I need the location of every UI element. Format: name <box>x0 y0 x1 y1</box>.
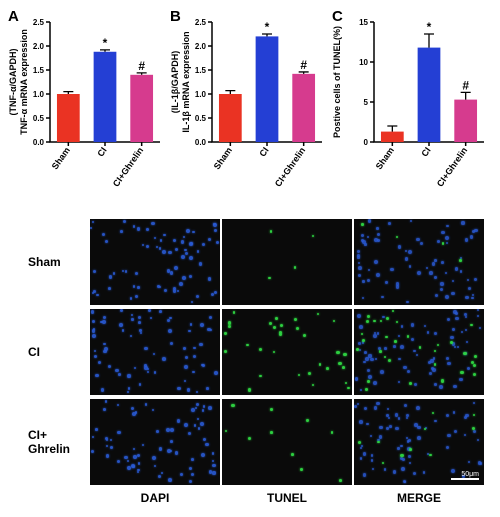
svg-text:#: # <box>300 58 307 72</box>
svg-text:Sham: Sham <box>212 145 234 171</box>
chart-tnfa: A 0.00.51.01.52.02.5TNF-α mRNA expressio… <box>8 8 166 208</box>
micro-tunel <box>222 399 352 485</box>
svg-text:*: * <box>103 36 108 50</box>
svg-text:CI+Ghrelin: CI+Ghrelin <box>435 145 469 188</box>
svg-text:Postive cells of TUNEL(%): Postive cells of TUNEL(%) <box>332 26 342 138</box>
micro-tunel <box>222 219 352 305</box>
col-label: TUNEL <box>222 491 352 505</box>
svg-text:CI+Ghrelin: CI+Ghrelin <box>273 145 307 188</box>
svg-text:2.5: 2.5 <box>33 18 45 27</box>
svg-text:#: # <box>138 59 145 73</box>
svg-text:0.5: 0.5 <box>195 114 207 123</box>
svg-text:1.0: 1.0 <box>33 90 45 99</box>
row-label: Sham <box>28 255 88 269</box>
svg-text:5: 5 <box>364 98 369 107</box>
svg-text:0.0: 0.0 <box>33 138 45 147</box>
svg-text:2.0: 2.0 <box>195 42 207 51</box>
svg-text:2.5: 2.5 <box>195 18 207 27</box>
micro-dapi <box>90 309 220 395</box>
microscopy-grid: Sham CI CI+Ghrelin 50μm DAPITUNELMERGE <box>28 218 492 508</box>
svg-text:10: 10 <box>359 58 368 67</box>
svg-text:0.5: 0.5 <box>33 114 45 123</box>
svg-text:(IL-1β/GAPDH): (IL-1β/GAPDH) <box>170 51 180 114</box>
row-label: CI+Ghrelin <box>28 428 88 456</box>
svg-text:TNF-α mRNA expression: TNF-α mRNA expression <box>19 29 29 135</box>
svg-text:*: * <box>265 20 270 34</box>
micro-tunel <box>222 309 352 395</box>
svg-text:*: * <box>427 20 432 34</box>
svg-text:Sham: Sham <box>50 145 72 171</box>
svg-text:CI: CI <box>95 145 108 158</box>
micro-merge <box>354 219 484 305</box>
svg-text:2.0: 2.0 <box>33 42 45 51</box>
col-label: MERGE <box>354 491 484 505</box>
chart-tunel: C 051015Postive cells of TUNEL(%)Sham*CI… <box>332 8 490 208</box>
svg-text:#: # <box>462 78 469 92</box>
svg-text:CI+Ghrelin: CI+Ghrelin <box>111 145 145 188</box>
svg-text:15: 15 <box>359 18 368 27</box>
row-label: CI <box>28 345 88 359</box>
micro-merge <box>354 309 484 395</box>
micro-dapi <box>90 399 220 485</box>
svg-text:IL-1β mRNA expression: IL-1β mRNA expression <box>181 31 191 132</box>
svg-text:(TNF-α/GAPDH): (TNF-α/GAPDH) <box>8 48 18 115</box>
svg-text:0.0: 0.0 <box>195 138 207 147</box>
svg-text:1.5: 1.5 <box>195 66 207 75</box>
svg-text:CI: CI <box>419 145 432 158</box>
svg-text:1.5: 1.5 <box>33 66 45 75</box>
svg-text:CI: CI <box>257 145 270 158</box>
col-label: DAPI <box>90 491 220 505</box>
svg-text:0: 0 <box>364 138 369 147</box>
micro-merge: 50μm <box>354 399 484 485</box>
svg-text:1.0: 1.0 <box>195 90 207 99</box>
micro-dapi <box>90 219 220 305</box>
chart-il1b: B 0.00.51.01.52.02.5IL-1β mRNA expressio… <box>170 8 328 208</box>
charts-row: A 0.00.51.01.52.02.5TNF-α mRNA expressio… <box>8 8 492 208</box>
svg-text:Sham: Sham <box>374 145 396 171</box>
